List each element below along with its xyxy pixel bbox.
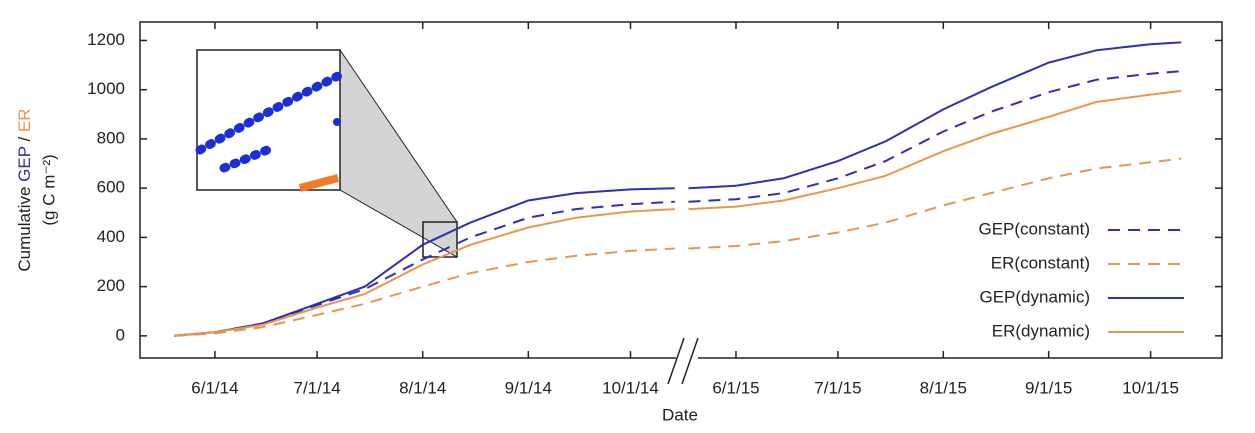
x-tick-label: 7/1/14 bbox=[293, 378, 340, 397]
legend-label: GEP(constant) bbox=[979, 219, 1091, 238]
y-tick-label: 0 bbox=[116, 325, 125, 344]
axis-break-mark bbox=[667, 337, 685, 385]
y-tick-label: 400 bbox=[97, 227, 125, 246]
y-label-er: ER bbox=[15, 108, 34, 132]
y-tick-label: 1000 bbox=[87, 79, 125, 98]
y-tick-label: 1200 bbox=[87, 30, 125, 49]
x-tick-label: 7/1/15 bbox=[814, 378, 861, 397]
legend-label: ER(constant) bbox=[991, 253, 1090, 272]
y-tick-label: 600 bbox=[97, 178, 125, 197]
series-line bbox=[174, 157, 1182, 337]
x-tick-label: 9/1/14 bbox=[505, 378, 552, 397]
x-tick-label: 6/1/14 bbox=[191, 378, 238, 397]
axis-break-mark bbox=[681, 337, 699, 385]
x-axis-label: Date bbox=[662, 405, 698, 424]
y-tick-label: 800 bbox=[97, 128, 125, 147]
series-line bbox=[174, 70, 1182, 337]
x-tick-label: 6/1/15 bbox=[712, 378, 759, 397]
y-label-sep: / bbox=[15, 136, 34, 141]
inset-dot bbox=[333, 118, 341, 126]
y-axis-unit: (g C m⁻²) bbox=[39, 154, 58, 225]
y-label-prefix: Cumulative bbox=[15, 187, 34, 272]
inset-dots-lower bbox=[219, 143, 277, 173]
y-axis-label: Cumulative GEP / ER bbox=[15, 108, 34, 271]
series-line bbox=[174, 89, 1182, 337]
y-label-gep: GEP bbox=[15, 146, 34, 182]
x-tick-label: 9/1/15 bbox=[1025, 378, 1072, 397]
inset-dots bbox=[195, 71, 343, 173]
zoom-inset bbox=[196, 49, 341, 191]
x-tick-label: 10/1/14 bbox=[602, 378, 659, 397]
x-tick-label: 8/1/15 bbox=[920, 378, 967, 397]
legend-label: ER(dynamic) bbox=[992, 321, 1090, 340]
legend-label: GEP(dynamic) bbox=[979, 287, 1090, 306]
inset-dots-upper bbox=[195, 71, 343, 155]
y-tick-label: 200 bbox=[97, 276, 125, 295]
x-tick-label: 10/1/15 bbox=[1122, 378, 1179, 397]
x-tick-label: 8/1/14 bbox=[399, 378, 446, 397]
inset-orange bbox=[298, 174, 340, 192]
